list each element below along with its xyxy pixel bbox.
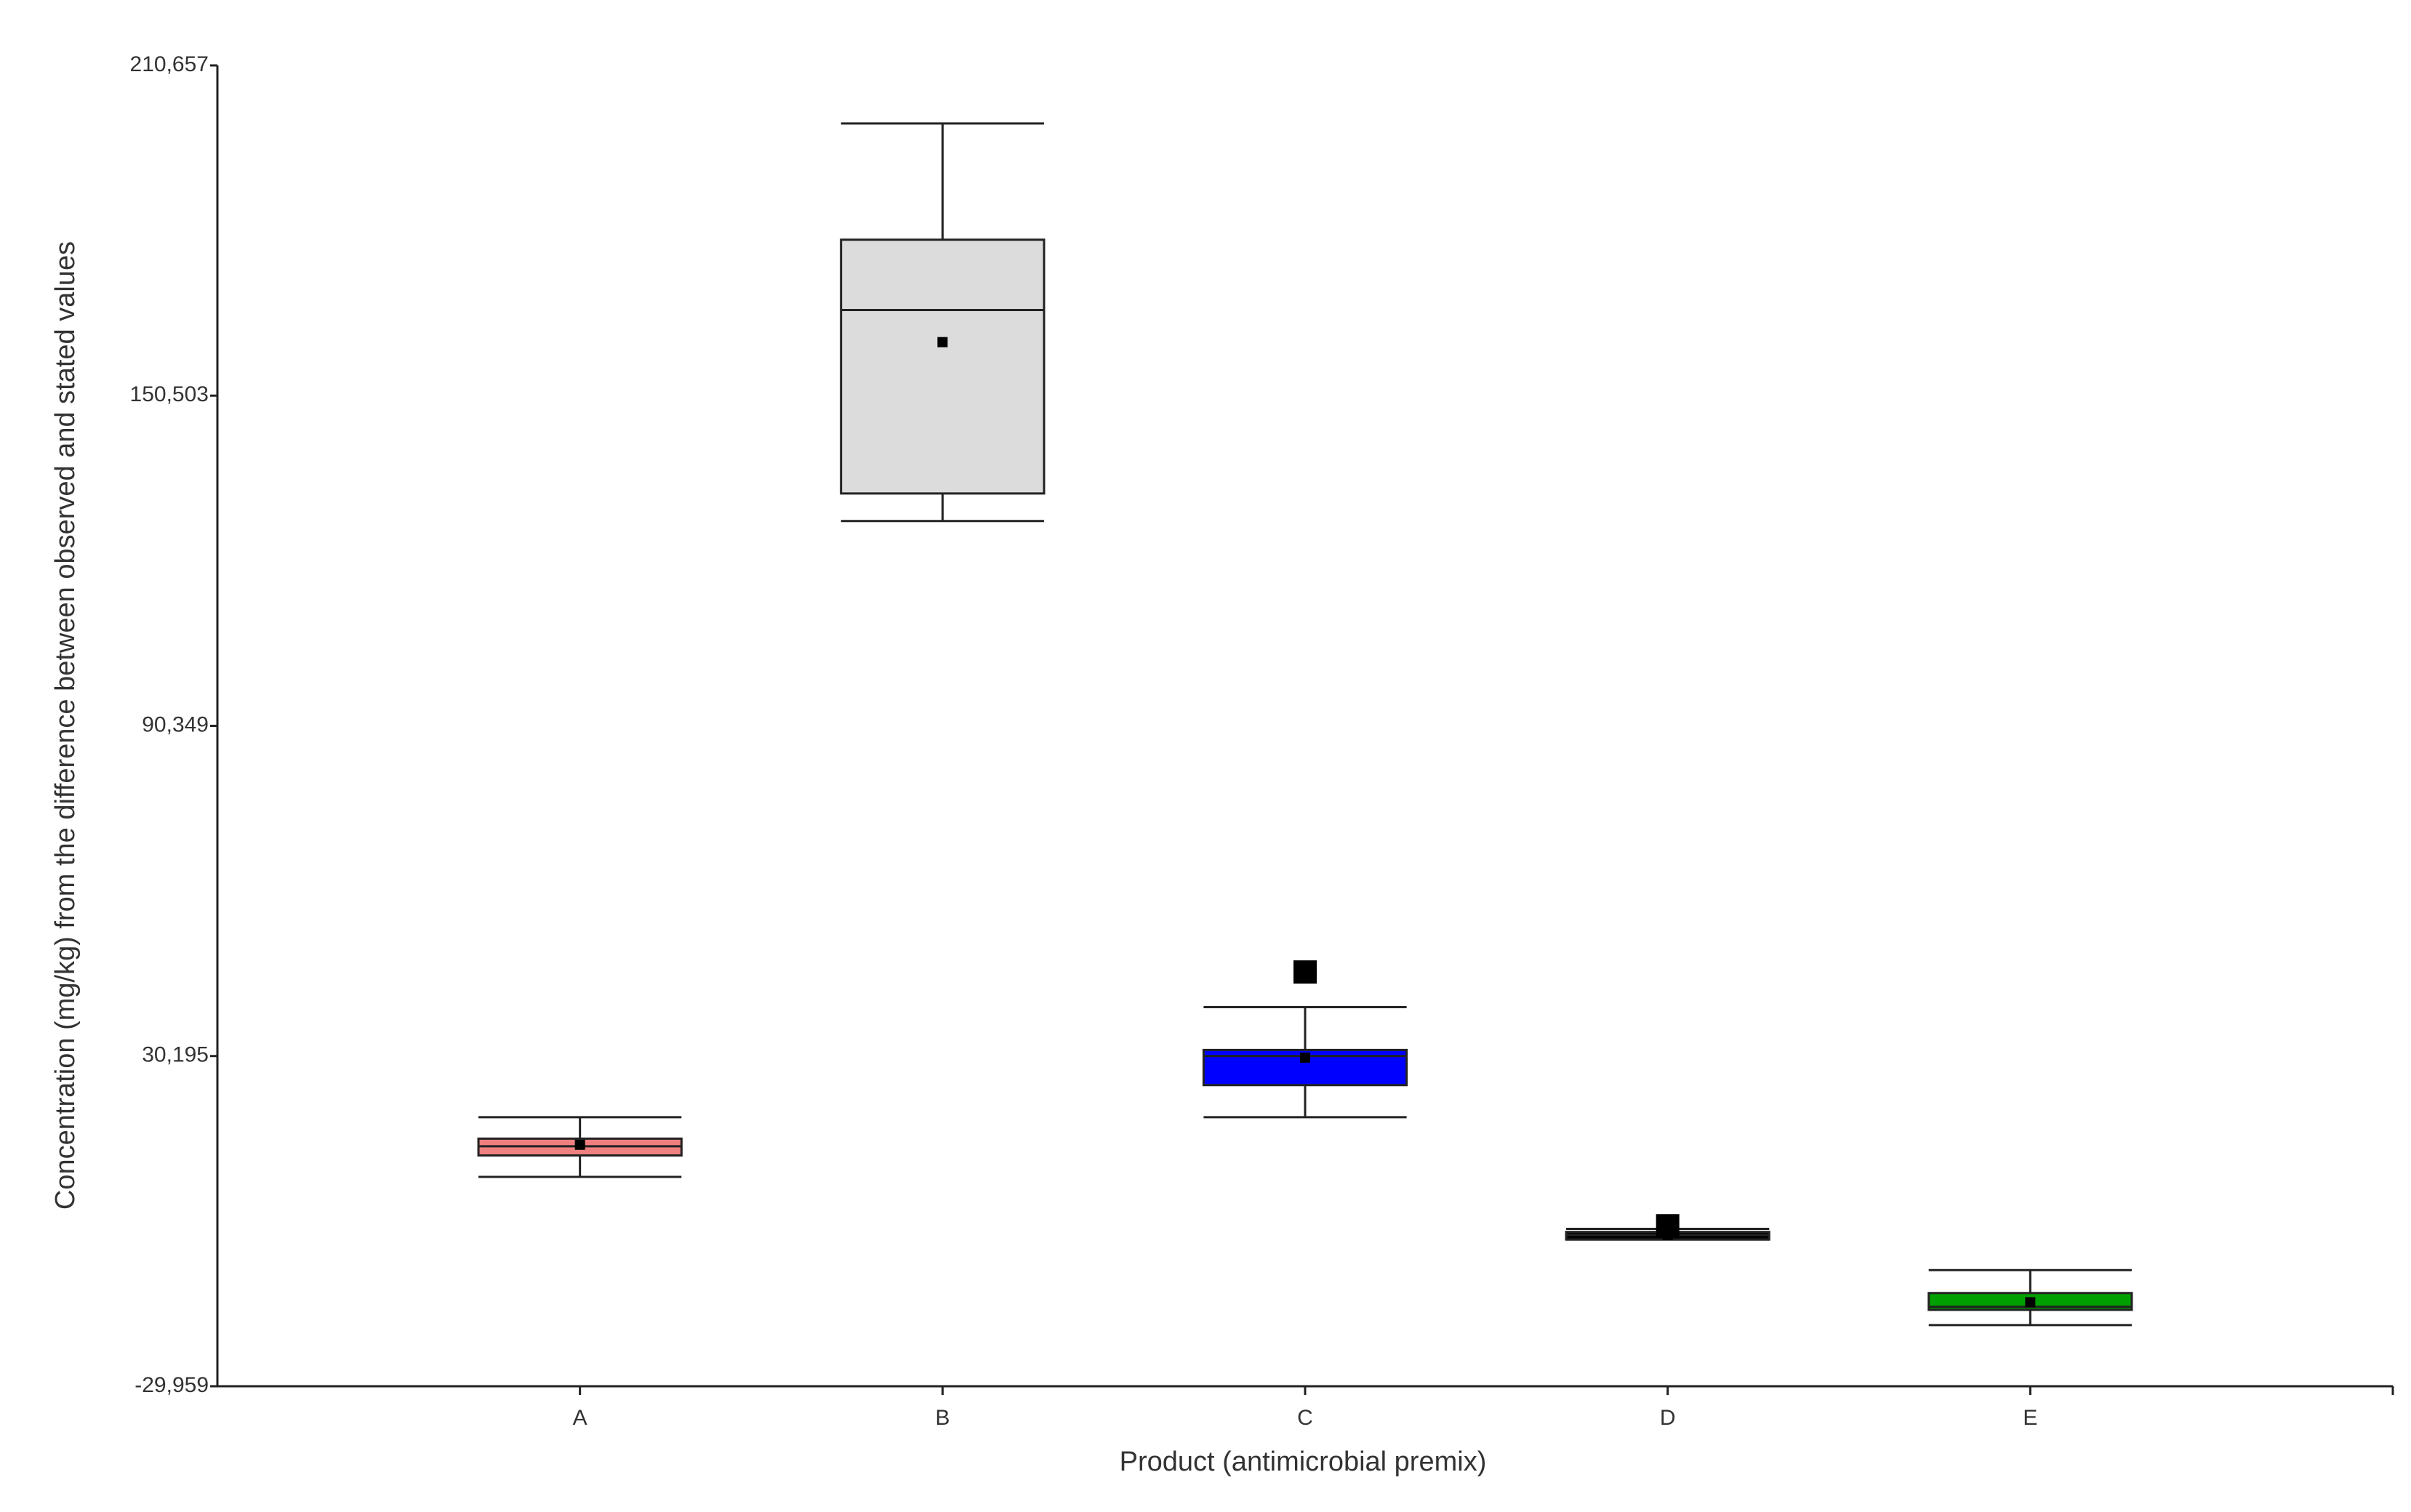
mean-marker [574,1139,585,1150]
y-tick-label: 30,195 [142,1043,209,1067]
box [840,238,1046,495]
x-tick-label: A [573,1406,587,1430]
x-tick-label: B [935,1406,950,1430]
x-tick-label: D [1660,1406,1676,1430]
y-tick-label: -29,959 [135,1373,209,1397]
x-axis-label: Product (antimicrobial premix) [1120,1447,1487,1477]
outlier [1656,1214,1680,1238]
x-tick-label: E [2023,1406,2037,1430]
mean-marker [937,337,948,347]
y-axis-label: Concentration (mg/kg) from the differenc… [50,241,81,1210]
outlier [1293,960,1317,984]
mean-marker [2025,1297,2036,1308]
x-tick-label: C [1297,1406,1313,1430]
y-tick-label: 210,657 [130,52,209,76]
mean-marker [1300,1052,1310,1063]
y-tick-label: 90,349 [142,712,209,736]
y-tick-label: 150,503 [130,382,209,406]
